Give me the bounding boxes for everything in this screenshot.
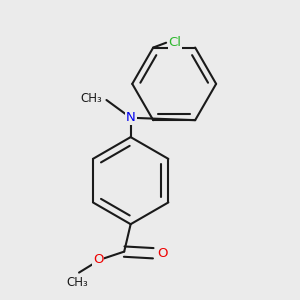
Text: O: O: [158, 247, 168, 260]
Text: CH₃: CH₃: [67, 277, 88, 290]
Text: N: N: [126, 111, 136, 124]
Text: CH₃: CH₃: [81, 92, 103, 105]
Text: Cl: Cl: [169, 36, 182, 49]
Text: O: O: [93, 253, 104, 266]
